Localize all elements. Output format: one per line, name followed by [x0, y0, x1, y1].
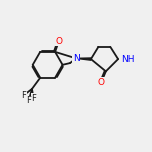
- Text: F: F: [26, 96, 31, 105]
- Text: O: O: [98, 78, 105, 87]
- Polygon shape: [76, 58, 91, 60]
- Text: NH: NH: [121, 55, 135, 64]
- Text: O: O: [55, 37, 62, 46]
- Text: F: F: [21, 91, 26, 100]
- Text: N: N: [73, 54, 79, 63]
- Text: F: F: [31, 94, 36, 103]
